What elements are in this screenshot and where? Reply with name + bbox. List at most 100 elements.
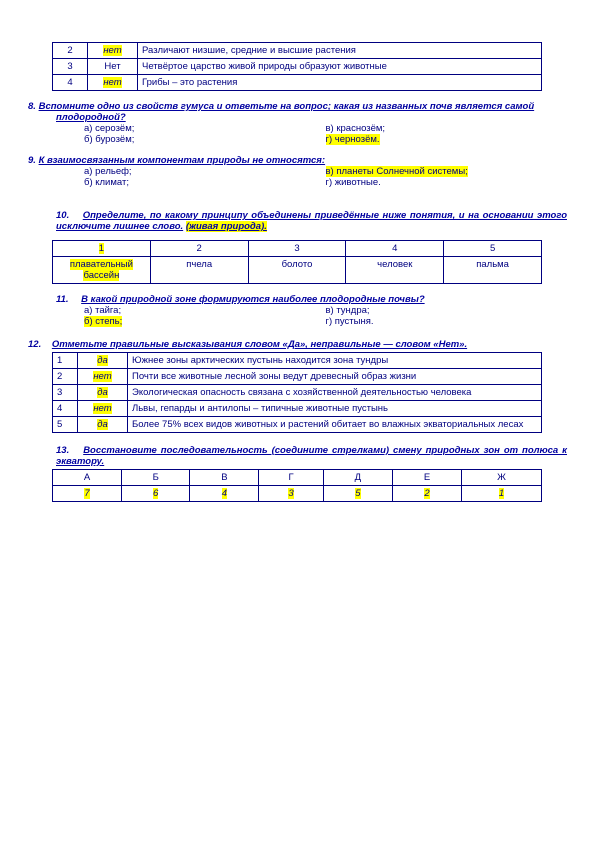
data-cell: 5 bbox=[323, 486, 392, 502]
table-row: 1даЮжнее зоны арктических пустынь находи… bbox=[53, 353, 542, 369]
header-cell: 2 bbox=[150, 241, 248, 257]
option-left: а) серозём; bbox=[84, 123, 326, 134]
option-left: б) климат; bbox=[84, 177, 326, 188]
data-cell: пальма bbox=[444, 257, 542, 284]
option-left: а) тайга; bbox=[84, 305, 326, 316]
options-row: а) тайга;в) тундра; bbox=[28, 305, 567, 316]
header-cell: Д bbox=[323, 470, 392, 486]
header-cell: 1 bbox=[53, 241, 151, 257]
data-cell: 2 bbox=[393, 486, 462, 502]
header-cell: В bbox=[190, 470, 259, 486]
header-cell: Е bbox=[393, 470, 462, 486]
header-cell: Г bbox=[259, 470, 323, 486]
question-13: 13. Восстановите последовательность (сое… bbox=[28, 445, 567, 467]
row-statement: Почти все животные лесной зоны ведут дре… bbox=[128, 369, 542, 385]
row-statement: Различают низшие, средние и высшие расте… bbox=[138, 43, 542, 59]
options-row: а) серозём;в) краснозём; bbox=[28, 123, 567, 134]
q13-number: 13. bbox=[56, 445, 69, 456]
q13-table: АБВГДЕЖ7643521 bbox=[52, 469, 542, 502]
row-number: 3 bbox=[53, 385, 78, 401]
q10-table: 12345плавательный бассейнпчелаболоточело… bbox=[52, 240, 542, 284]
table-row: плавательный бассейнпчелаболоточеловекпа… bbox=[53, 257, 542, 284]
option-left: б) степь; bbox=[84, 316, 326, 327]
option-right: г) чернозём. bbox=[326, 134, 568, 145]
table-row: 3НетЧетвёртое царство живой природы обра… bbox=[53, 59, 542, 75]
row-statement: Грибы – это растения bbox=[138, 75, 542, 91]
row-number: 5 bbox=[53, 417, 78, 433]
data-cell: пчела bbox=[150, 257, 248, 284]
question-8: 8. Вспомните одно из свойств гумуса и от… bbox=[28, 101, 567, 123]
row-statement: Экологическая опасность связана с хозяйс… bbox=[128, 385, 542, 401]
q11-number: 11. bbox=[56, 294, 69, 305]
option-left: б) бурозём; bbox=[84, 134, 326, 145]
table-header-row: АБВГДЕЖ bbox=[53, 470, 542, 486]
data-cell: 6 bbox=[121, 486, 189, 502]
option-right: г) пустыня. bbox=[326, 316, 568, 327]
q12-number: 12. bbox=[28, 339, 41, 350]
question-12: 12. Отметьте правильные высказывания сло… bbox=[28, 339, 567, 350]
q8-title: Вспомните одно из свойств гумуса и ответ… bbox=[39, 101, 535, 123]
data-cell: 4 bbox=[190, 486, 259, 502]
table-row: 2нетПочти все животные лесной зоны ведут… bbox=[53, 369, 542, 385]
data-cell: 1 bbox=[462, 486, 542, 502]
data-cell: человек bbox=[346, 257, 444, 284]
q10-title: Определите, по какому принципу объединен… bbox=[56, 210, 567, 232]
row-answer: да bbox=[78, 417, 128, 433]
header-cell: Ж bbox=[462, 470, 542, 486]
option-right: в) краснозём; bbox=[326, 123, 568, 134]
row-answer: да bbox=[78, 353, 128, 369]
row-number: 2 bbox=[53, 369, 78, 385]
header-cell: А bbox=[53, 470, 122, 486]
row-answer: нет bbox=[88, 75, 138, 91]
data-cell: болото bbox=[248, 257, 346, 284]
options-row: б) степь;г) пустыня. bbox=[28, 316, 567, 327]
row-answer: нет bbox=[88, 43, 138, 59]
row-answer: нет bbox=[78, 369, 128, 385]
q13-title: Восстановите последовательность (соедини… bbox=[56, 445, 567, 467]
question-9: 9. К взаимосвязанным компонентам природы… bbox=[28, 155, 567, 166]
row-number: 2 bbox=[53, 43, 88, 59]
table-row: 2нетРазличают низшие, средние и высшие р… bbox=[53, 43, 542, 59]
table-row: 4нетГрибы – это растения bbox=[53, 75, 542, 91]
q9-number: 9. bbox=[28, 155, 36, 166]
q8-number: 8. bbox=[28, 101, 36, 112]
data-cell: плавательный бассейн bbox=[53, 257, 151, 284]
option-left: а) рельеф; bbox=[84, 166, 326, 177]
intro-table: 2нетРазличают низшие, средние и высшие р… bbox=[52, 42, 542, 91]
table-row: 3даЭкологическая опасность связана с хоз… bbox=[53, 385, 542, 401]
table-row: 7643521 bbox=[53, 486, 542, 502]
q10-answer: (живая природа). bbox=[186, 221, 267, 232]
row-answer: нет bbox=[78, 401, 128, 417]
header-cell: Б bbox=[121, 470, 189, 486]
question-11: 11. В какой природной зоне формируются н… bbox=[28, 294, 567, 305]
header-cell: 5 bbox=[444, 241, 542, 257]
row-number: 4 bbox=[53, 401, 78, 417]
row-number: 3 bbox=[53, 59, 88, 75]
row-answer: Нет bbox=[88, 59, 138, 75]
row-statement: Более 75% всех видов животных и растений… bbox=[128, 417, 542, 433]
data-cell: 3 bbox=[259, 486, 323, 502]
row-statement: Четвёртое царство живой природы образуют… bbox=[138, 59, 542, 75]
row-statement: Львы, гепарды и антилопы – типичные живо… bbox=[128, 401, 542, 417]
option-right: в) планеты Солнечной системы; bbox=[326, 166, 568, 177]
options-row: б) климат;г) животные. bbox=[28, 177, 567, 188]
table-row: 4нетЛьвы, гепарды и антилопы – типичные … bbox=[53, 401, 542, 417]
data-cell: 7 bbox=[53, 486, 122, 502]
q12-table: 1даЮжнее зоны арктических пустынь находи… bbox=[52, 352, 542, 433]
options-row: б) бурозём;г) чернозём. bbox=[28, 134, 567, 145]
q11-title: В какой природной зоне формируются наибо… bbox=[81, 294, 424, 305]
row-number: 1 bbox=[53, 353, 78, 369]
row-statement: Южнее зоны арктических пустынь находится… bbox=[128, 353, 542, 369]
question-10: 10. Определите, по какому принципу объед… bbox=[28, 210, 567, 232]
row-number: 4 bbox=[53, 75, 88, 91]
q10-number: 10. bbox=[56, 210, 69, 221]
header-cell: 3 bbox=[248, 241, 346, 257]
option-right: в) тундра; bbox=[326, 305, 568, 316]
q9-title: К взаимосвязанным компонентам природы не… bbox=[39, 155, 325, 166]
q12-title: Отметьте правильные высказывания словом … bbox=[52, 339, 467, 350]
option-right: г) животные. bbox=[326, 177, 568, 188]
table-header-row: 12345 bbox=[53, 241, 542, 257]
table-row: 5даБолее 75% всех видов животных и расте… bbox=[53, 417, 542, 433]
row-answer: да bbox=[78, 385, 128, 401]
options-row: а) рельеф;в) планеты Солнечной системы; bbox=[28, 166, 567, 177]
